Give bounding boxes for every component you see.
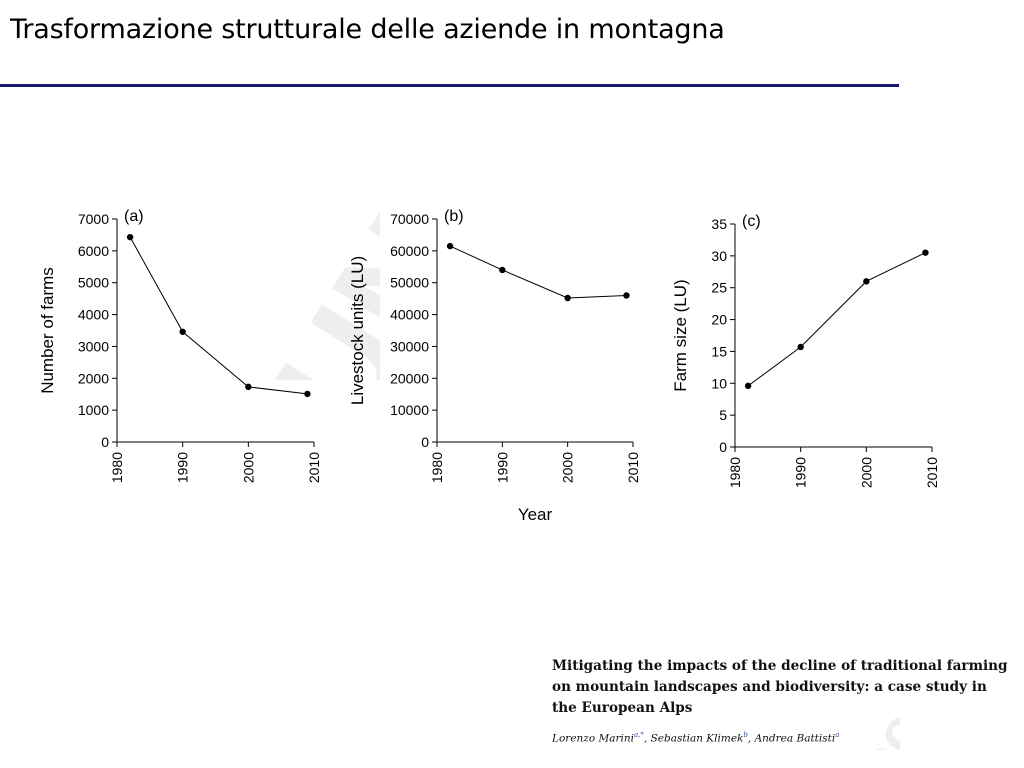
- chart-panel-1: 0 1000 2000 3000 4000 5000 6000 7000 1980 1990 200…: [38, 208, 322, 483]
- series-line: [129, 236, 308, 395]
- y-tick-label: 15: [711, 343, 727, 359]
- x-tick-label: 2010: [924, 457, 940, 488]
- data-point: [179, 328, 186, 335]
- data-point: [863, 278, 870, 285]
- y-tick-label: 5: [719, 407, 727, 423]
- y-tick-label: 20000: [390, 370, 429, 386]
- y-tick-label: 2000: [78, 370, 109, 386]
- title-underline: [0, 84, 899, 87]
- data-point: [797, 343, 804, 351]
- y-tick-label: 30000: [390, 338, 429, 354]
- y-axis-label: Livestock units (LU): [348, 256, 367, 405]
- panel-label: (a): [124, 208, 144, 225]
- citation-title: Mitigating the impacts of the decline of…: [552, 658, 1008, 716]
- x-tick-label: 1990: [494, 452, 510, 483]
- author-affiliation: a,*: [634, 731, 644, 739]
- x-tick-label: 1980: [429, 452, 445, 483]
- y-tick-label: 10: [711, 375, 727, 391]
- data-point: [446, 242, 454, 250]
- y-tick-label: 0: [421, 434, 429, 450]
- x-tick-label: 2000: [240, 452, 256, 483]
- y-tick-label: 50000: [390, 275, 429, 291]
- y-tick-label: 25: [711, 280, 727, 296]
- data-point: [564, 294, 571, 302]
- x-tick-label: 1980: [727, 457, 743, 488]
- y-tick-label: 4000: [78, 307, 109, 323]
- author-name: Andrea Battisti: [754, 732, 836, 745]
- data-point: [304, 390, 311, 398]
- panel-label: (b): [444, 208, 464, 225]
- data-point: [245, 383, 252, 391]
- data-point: [623, 292, 630, 299]
- y-axis-label: Number of farms: [38, 267, 57, 394]
- slide-title: Trasformazione strutturale delle aziende…: [10, 14, 725, 45]
- y-tick-label: 70000: [390, 211, 429, 227]
- author-name: Lorenzo Marini: [552, 732, 634, 745]
- y-tick-label: 0: [719, 439, 727, 455]
- x-axis-label: Year: [518, 505, 553, 524]
- y-tick-label: 10000: [390, 402, 429, 418]
- author-affiliation: b: [743, 731, 748, 739]
- data-point: [499, 266, 506, 274]
- data-point: [744, 382, 752, 390]
- series-line: [747, 252, 926, 387]
- y-tick-label: 5000: [78, 275, 109, 291]
- y-tick-label: 1000: [78, 402, 109, 418]
- y-tick-label: 6000: [78, 243, 109, 259]
- x-tick-label: 1980: [109, 452, 125, 483]
- y-tick-label: 0: [101, 434, 109, 450]
- y-tick-label: 3000: [78, 338, 109, 354]
- data-point: [922, 249, 929, 256]
- x-tick-label: 2000: [858, 457, 874, 488]
- y-tick-label: 30: [711, 248, 727, 264]
- y-tick-label: 7000: [78, 211, 109, 227]
- chart-panel-3: 0 5 10 15 20 25 30 35 1980 1990 2000 2010 Farm size …: [671, 213, 940, 488]
- data-point: [126, 233, 134, 241]
- series-line: [449, 245, 627, 299]
- y-tick-label: 20: [711, 312, 727, 328]
- y-axis-label: Farm size (LU): [671, 279, 690, 391]
- x-tick-label: 2010: [625, 452, 641, 483]
- y-tick-label: 40000: [390, 307, 429, 323]
- author-name: Sebastian Klimek: [650, 732, 744, 745]
- y-tick-label: 35: [711, 216, 727, 232]
- x-tick-label: 2010: [306, 452, 322, 483]
- x-tick-label: 1990: [175, 452, 191, 483]
- x-tick-label: 2000: [560, 452, 576, 483]
- citation-authors: Lorenzo Marinia,*, Sebastian Klimekb, An…: [552, 731, 840, 745]
- author-affiliation: a: [835, 731, 840, 739]
- panel-label: (c): [742, 213, 761, 230]
- x-tick-label: 1990: [793, 457, 809, 488]
- y-tick-label: 60000: [390, 243, 429, 259]
- chart-panel-2: 0 10000 20000 30000 40000 50000 60000 70000 1980…: [348, 208, 641, 483]
